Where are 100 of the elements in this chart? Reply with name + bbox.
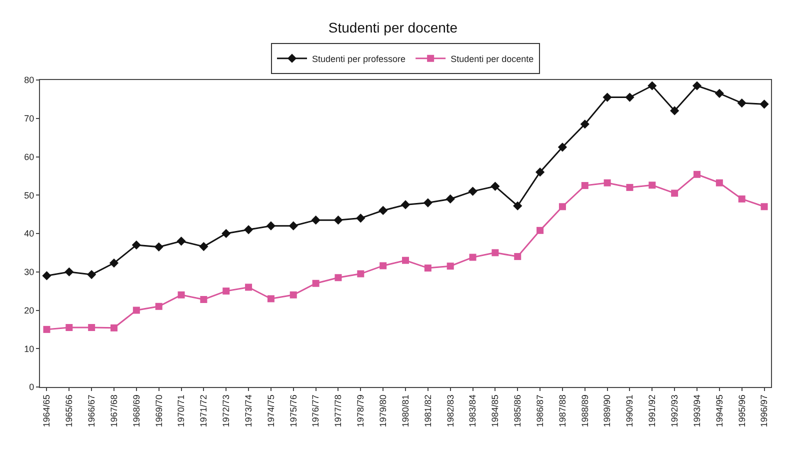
- point: [760, 203, 768, 210]
- x-tick-label: 1984/85: [490, 394, 500, 428]
- y-tick-label: 0: [29, 382, 34, 392]
- point: [604, 179, 611, 186]
- point: [43, 326, 50, 333]
- x-tick-label: 1979/80: [378, 394, 388, 428]
- point: [535, 168, 545, 177]
- point: [558, 142, 568, 152]
- x-tick-label: 1977/78: [333, 394, 344, 428]
- x-tick-label: 1969/70: [154, 394, 164, 428]
- x-tick-label: 1986/87: [534, 394, 545, 428]
- y-tick-label: 60: [24, 152, 34, 162]
- x-tick-label: 1987/88: [557, 394, 568, 428]
- x-tick-label: 1971/72: [198, 394, 209, 428]
- point: [109, 258, 119, 268]
- point: [514, 253, 522, 260]
- point: [716, 179, 723, 186]
- y-tick-label: 70: [24, 114, 34, 124]
- point: [446, 262, 454, 270]
- point: [536, 226, 544, 234]
- x-tick-label: 1991/92: [647, 394, 658, 428]
- point: [357, 270, 364, 278]
- point: [311, 216, 320, 225]
- x-tick-label: 1983/84: [468, 394, 478, 428]
- x-tick-label: 1974/75: [266, 394, 276, 428]
- point: [671, 190, 678, 197]
- x-tick-label: 1964/65: [42, 394, 52, 428]
- point: [88, 324, 96, 332]
- legend-label: Studenti per professore: [312, 54, 406, 64]
- point: [155, 302, 162, 310]
- point: [64, 267, 74, 276]
- x-tick-label: 1973/74: [243, 394, 254, 428]
- point: [290, 291, 297, 298]
- point: [692, 81, 702, 90]
- point: [199, 242, 208, 252]
- point: [558, 203, 566, 210]
- point: [154, 242, 164, 252]
- point: [378, 206, 388, 216]
- point: [380, 262, 387, 270]
- point: [446, 194, 455, 204]
- x-tick-label: 1994/95: [714, 394, 724, 428]
- point: [424, 264, 432, 272]
- point: [760, 100, 769, 109]
- point: [222, 288, 230, 295]
- x-tick-label: 1970/71: [176, 394, 186, 428]
- point: [267, 295, 274, 302]
- x-tick-label: 1980/81: [400, 394, 410, 428]
- y-tick-label: 80: [24, 75, 34, 86]
- x-tick-label: 1978/79: [356, 394, 366, 428]
- point: [738, 195, 746, 202]
- point: [266, 221, 276, 230]
- point: [423, 198, 432, 208]
- point: [334, 216, 343, 225]
- x-tick-label: 1966/67: [86, 394, 96, 428]
- point: [356, 214, 366, 223]
- point: [469, 254, 476, 261]
- point: [288, 221, 298, 230]
- point: [245, 284, 252, 291]
- point: [694, 170, 700, 178]
- x-tick-label: 1967/68: [108, 394, 119, 428]
- x-tick-label: 1996/97: [759, 394, 770, 428]
- point: [626, 184, 634, 191]
- point: [513, 201, 522, 210]
- x-tick-label: 1988/89: [580, 394, 590, 428]
- x-tick-label: 1965/66: [64, 394, 74, 428]
- point: [178, 291, 185, 298]
- point: [312, 280, 320, 287]
- x-tick-label: 1989/90: [602, 394, 612, 428]
- y-tick-label: 40: [24, 228, 34, 239]
- point: [132, 240, 141, 250]
- point: [244, 225, 254, 234]
- chart-title: Studenti per docente: [328, 20, 458, 36]
- point: [176, 236, 186, 246]
- x-tick-label: 1975/76: [288, 394, 298, 428]
- x-tick-label: 1968/69: [131, 394, 142, 428]
- y-tick-label: 10: [24, 344, 34, 354]
- point: [625, 92, 634, 102]
- x-tick-label: 1972/73: [221, 394, 232, 428]
- x-tick-label: 1990/91: [624, 394, 635, 428]
- y-tick-label: 20: [24, 305, 34, 316]
- point: [222, 228, 231, 238]
- point: [648, 182, 656, 189]
- point: [490, 182, 500, 191]
- x-tick-label: 1981/82: [422, 394, 433, 428]
- point: [602, 92, 612, 102]
- point: [492, 249, 499, 256]
- legend-label: Studenti per docente: [450, 54, 534, 64]
- point: [42, 271, 52, 280]
- y-tick-label: 30: [24, 267, 34, 278]
- point: [670, 106, 680, 116]
- point: [581, 182, 588, 190]
- point: [200, 296, 208, 304]
- x-tick-label: 1976/77: [310, 394, 321, 428]
- x-tick-label: 1993/94: [692, 394, 702, 428]
- point: [66, 324, 73, 332]
- point: [400, 200, 410, 210]
- point: [402, 256, 409, 264]
- point: [714, 88, 724, 98]
- point: [334, 274, 342, 282]
- point: [87, 270, 96, 280]
